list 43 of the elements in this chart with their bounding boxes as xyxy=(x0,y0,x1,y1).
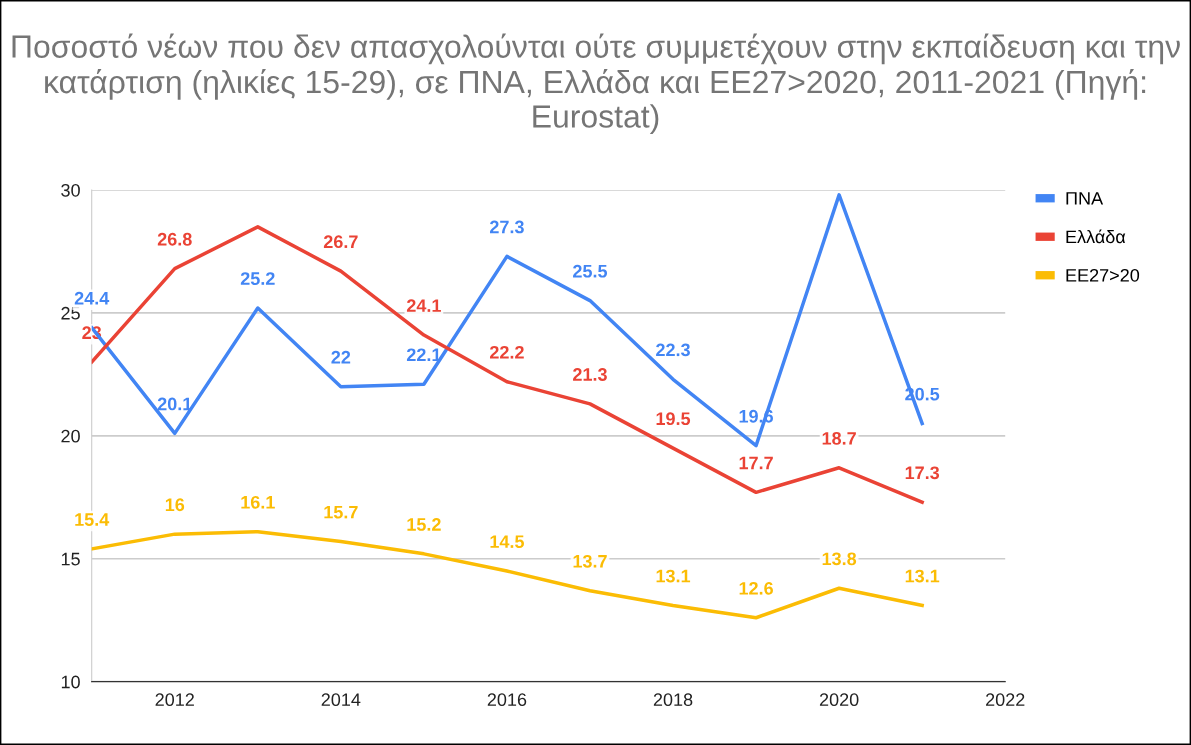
data-label: 18.7 xyxy=(822,431,856,445)
data-label: 14.5 xyxy=(490,535,524,549)
data-label: 26.8 xyxy=(157,232,192,246)
y-tick-label: 10 xyxy=(61,675,80,689)
data-label: 13.7 xyxy=(573,554,607,568)
x-tick-label: 2020 xyxy=(819,693,859,707)
data-label: 12.6 xyxy=(739,581,773,595)
data-label: 22.2 xyxy=(489,345,524,359)
data-label: 17.3 xyxy=(905,466,940,480)
x-tick-label: 2018 xyxy=(653,693,693,707)
chart-title: Ποσοστό νέων που δεν απασχολούνται ούτε συμμετέχουν στην εκπαίδευση και την κατάρτιση (ηλικίες 15-29), σε ΠΝΑ, Ελλάδα και ΕΕ27>2020, 2011-2021 (Πηγή: Eurostat) xyxy=(12,33,1180,135)
y-tick-label: 20 xyxy=(61,429,80,443)
data-label: 15.7 xyxy=(324,505,358,519)
data-label: 15.2 xyxy=(407,518,441,531)
data-label: 24.4 xyxy=(74,291,110,305)
y-tick-label: 25 xyxy=(61,306,80,320)
data-label: 15.4 xyxy=(75,513,110,526)
data-label: 22.3 xyxy=(656,343,690,357)
data-label: 27.3 xyxy=(489,220,524,234)
legend-label: ΠΝΑ xyxy=(1066,192,1104,205)
data-label: 24.1 xyxy=(406,299,441,312)
data-label: 16 xyxy=(165,498,185,512)
data-label: 20.1 xyxy=(157,397,192,411)
data-label: 22 xyxy=(331,350,351,364)
data-label: 25.2 xyxy=(240,272,275,285)
data-label: 13.1 xyxy=(656,569,691,583)
data-label: 21.3 xyxy=(573,368,607,381)
data-label: 22.1 xyxy=(406,348,441,362)
legend-label: ΕΕ27>20 xyxy=(1066,268,1140,282)
legend-label: Ελλάδα xyxy=(1066,229,1126,244)
x-tick-label: 2014 xyxy=(321,693,361,707)
x-tick-label: 2016 xyxy=(487,693,527,707)
x-tick-label: 2012 xyxy=(155,693,194,707)
data-label: 13.1 xyxy=(905,569,940,583)
data-label: 17.7 xyxy=(739,456,773,470)
y-tick-label: 30 xyxy=(61,183,80,197)
data-label: 16.1 xyxy=(241,495,275,509)
data-label: 19.5 xyxy=(656,412,691,426)
data-label: 25.5 xyxy=(573,264,608,278)
data-label: 13.8 xyxy=(822,552,857,566)
y-tick-label: 15 xyxy=(61,552,80,566)
data-label: 26.7 xyxy=(323,235,358,249)
x-tick-label: 2022 xyxy=(986,693,1025,707)
